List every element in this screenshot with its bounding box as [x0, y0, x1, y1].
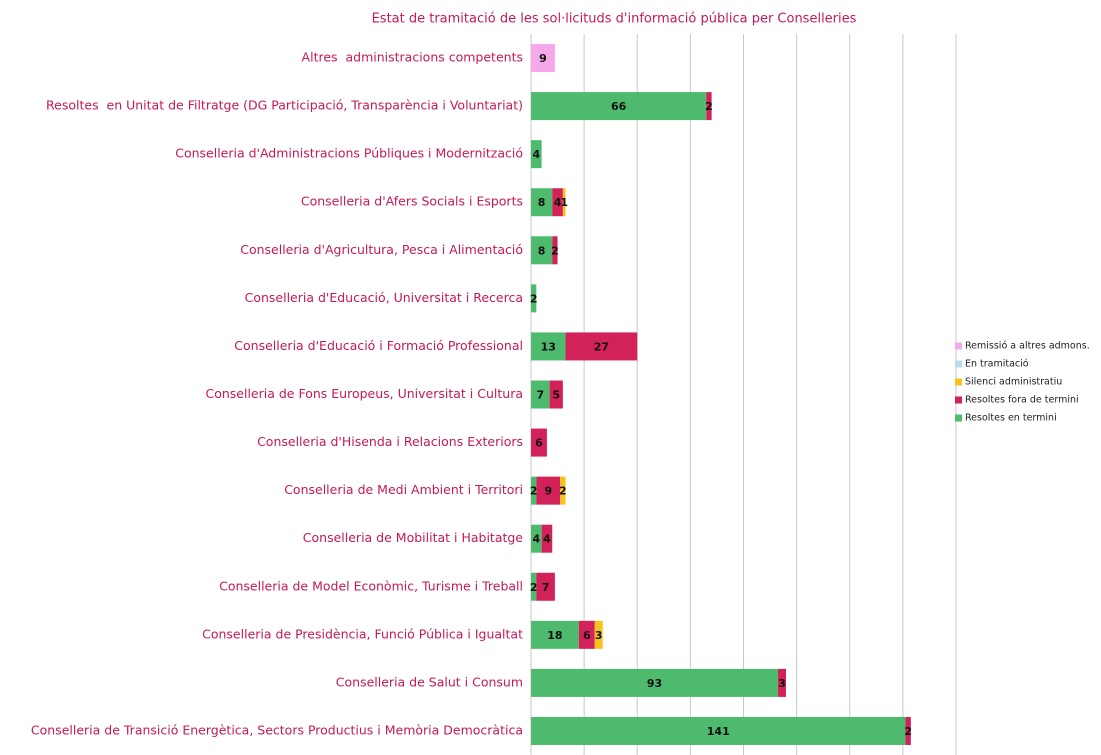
data-label: 5 — [552, 389, 560, 402]
bar-segment — [594, 620, 603, 649]
data-label: 93 — [647, 677, 662, 690]
bar-segment — [905, 716, 911, 745]
bar-segment — [531, 236, 553, 265]
bar-segment — [531, 524, 542, 553]
category-label: Conselleria d'Administracions Públiques … — [175, 146, 523, 161]
category-label: Conselleria de Fons Europeus, Universita… — [205, 386, 523, 401]
data-label: 7 — [542, 581, 550, 594]
legend-label: Resoltes fora de termini — [965, 395, 1079, 406]
data-label: 6 — [583, 629, 591, 642]
category-label: Altres administracions competents — [302, 50, 523, 65]
bar-segment — [531, 572, 537, 601]
bar-segment — [531, 476, 537, 505]
bar-segment — [536, 476, 561, 505]
bar-segment — [531, 92, 707, 121]
category-label: Conselleria d'Afers Socials i Esports — [301, 194, 523, 209]
category-label: Conselleria de Salut i Consum — [336, 674, 523, 689]
bar-segment — [531, 284, 537, 313]
category-label: Conselleria d'Educació i Formació Profes… — [234, 338, 523, 353]
legend-swatch — [955, 360, 962, 368]
data-label: 141 — [707, 725, 730, 738]
category-label: Conselleria d'Educació, Universitat i Re… — [245, 290, 523, 305]
data-label: 2 — [530, 485, 538, 498]
category-label: Conselleria de Medi Ambient i Territori — [284, 482, 523, 497]
bar-segment — [541, 524, 553, 553]
data-label: 66 — [611, 100, 627, 113]
category-label: Conselleria de Model Econòmic, Turisme i… — [219, 578, 523, 593]
data-label: 2 — [530, 581, 538, 594]
bar-segment — [552, 188, 563, 217]
bar-segment — [531, 380, 550, 409]
category-label: Resoltes en Unitat de Filtratge (DG Part… — [46, 98, 523, 113]
bar-segment — [565, 332, 638, 361]
data-label: 2 — [705, 100, 713, 113]
bar-segment — [536, 572, 555, 601]
bar-segment — [531, 620, 579, 649]
data-label: 6 — [535, 437, 543, 450]
data-label: 13 — [541, 340, 556, 353]
legend-swatch — [955, 414, 962, 422]
legend-label: Resoltes en termini — [965, 413, 1057, 424]
data-label: 3 — [778, 677, 786, 690]
legend-swatch — [955, 378, 962, 386]
category-label: Conselleria de Presidència, Funció Públi… — [202, 626, 523, 641]
data-label: 2 — [530, 292, 538, 305]
legend-swatch — [955, 342, 962, 350]
bar-segment — [531, 44, 555, 73]
legend-label: Remissió a altres admons. — [965, 341, 1090, 352]
category-label: Conselleria de Mobilitat i Habitatge — [303, 530, 524, 545]
data-label: 2 — [551, 244, 559, 257]
data-label: 8 — [538, 244, 546, 257]
legend-label: Silenci administratiu — [965, 377, 1062, 388]
data-label: 2 — [904, 725, 912, 738]
bar-segment — [552, 236, 558, 265]
bar-segment — [562, 188, 566, 217]
bar-segment — [531, 188, 553, 217]
bar-segment — [531, 716, 906, 745]
data-label: 4 — [554, 196, 562, 209]
category-label: Conselleria d'Agricultura, Pesca i Alime… — [240, 242, 523, 257]
category-label: Conselleria d'Hisenda i Relacions Exteri… — [257, 434, 523, 449]
category-label: Conselleria de Transició Energètica, Sec… — [31, 722, 523, 737]
bar-segment — [778, 668, 786, 697]
bar-segment — [549, 380, 563, 409]
bar-segment — [531, 428, 547, 457]
data-label: 3 — [595, 629, 603, 642]
bar-segment — [560, 476, 566, 505]
bar-segment — [531, 668, 779, 697]
data-label: 4 — [532, 533, 540, 546]
data-label: 7 — [536, 389, 544, 402]
data-label: 9 — [544, 485, 552, 498]
data-label: 4 — [543, 533, 551, 546]
bar-segment — [531, 140, 542, 169]
chart-title: Estat de tramitació de les sol·licituds … — [372, 12, 857, 27]
data-label: 9 — [539, 52, 547, 65]
data-label: 4 — [532, 148, 540, 161]
bar-segment — [531, 332, 566, 361]
legend-label: En tramitació — [965, 359, 1029, 370]
bar-segment — [706, 92, 712, 121]
data-label: 18 — [547, 629, 562, 642]
data-label: 1 — [560, 196, 568, 209]
legend-swatch — [955, 396, 962, 404]
data-label: 2 — [559, 485, 567, 498]
data-label: 27 — [594, 340, 609, 353]
bar-segment — [578, 620, 595, 649]
data-label: 8 — [538, 196, 546, 209]
